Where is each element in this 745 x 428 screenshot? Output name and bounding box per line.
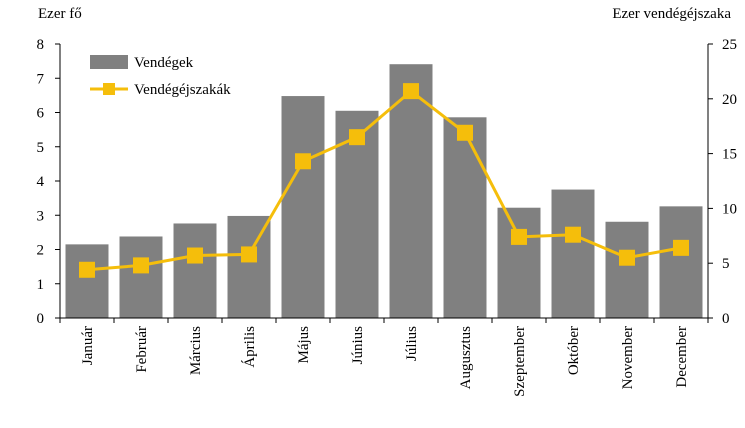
- bar-1: [65, 244, 109, 318]
- right-tick-label-15: 15: [722, 147, 737, 163]
- bar-10: [551, 189, 595, 318]
- right-tick-label-10: 10: [722, 201, 737, 217]
- x-label-11: November: [620, 326, 636, 389]
- left-tick-label-2: 2: [37, 243, 45, 259]
- marker-1: [79, 261, 95, 278]
- marker-11: [619, 249, 635, 266]
- bar-3: [173, 223, 217, 318]
- bar-11: [605, 221, 649, 318]
- marker-5: [295, 153, 311, 170]
- marker-4: [241, 246, 257, 263]
- x-label-9: Szeptember: [512, 326, 528, 397]
- x-label-10: Október: [566, 326, 582, 375]
- x-label-8: Augusztus: [458, 326, 474, 389]
- line-vendegejszakak: [86, 89, 682, 272]
- left-tick-label-8: 8: [37, 37, 45, 53]
- marker-6: [349, 129, 365, 146]
- right-axis-unit: Ezer vendégéjszaka: [612, 6, 731, 22]
- bar-2: [119, 236, 163, 318]
- left-tick-label-1: 1: [37, 277, 45, 293]
- marker-12: [673, 239, 689, 256]
- bar-4: [227, 215, 271, 318]
- x-label-1: Január: [80, 326, 96, 365]
- left-axis-unit: Ezer fő: [38, 6, 82, 22]
- legend-bar-swatch: [90, 55, 128, 69]
- marker-7: [403, 83, 419, 100]
- left-tick-label-0: 0: [37, 311, 45, 327]
- x-label-3: Március: [188, 326, 204, 375]
- left-tick-label-6: 6: [37, 106, 45, 122]
- right-tick-label-5: 5: [722, 256, 730, 272]
- bar-5: [281, 96, 325, 318]
- x-label-4: Április: [241, 326, 258, 368]
- legend-line-marker: [103, 83, 115, 95]
- left-tick-label-5: 5: [37, 140, 45, 156]
- x-label-6: Június: [350, 326, 366, 365]
- bar-6: [335, 110, 379, 318]
- legend-bar-label: Vendégek: [134, 55, 194, 71]
- marker-10: [565, 226, 581, 243]
- marker-9: [511, 228, 527, 245]
- bar-8: [443, 117, 487, 318]
- left-tick-label-4: 4: [37, 174, 45, 190]
- x-label-5: Május: [296, 326, 312, 364]
- x-label-7: Július: [404, 326, 420, 361]
- bar-12: [659, 206, 703, 318]
- marker-8: [457, 124, 473, 141]
- bar-9: [497, 207, 541, 318]
- right-tick-label-20: 20: [722, 92, 737, 108]
- left-tick-label-7: 7: [37, 71, 45, 87]
- left-tick-label-3: 3: [37, 208, 45, 224]
- legend-line-label: Vendégéjszakák: [134, 82, 231, 98]
- marker-3: [187, 247, 203, 264]
- x-label-2: Február: [134, 326, 150, 373]
- marker-2: [133, 257, 149, 274]
- bar-7: [389, 64, 433, 319]
- x-label-12: December: [674, 326, 690, 388]
- right-tick-label-0: 0: [722, 311, 730, 327]
- right-tick-label-25: 25: [722, 37, 737, 53]
